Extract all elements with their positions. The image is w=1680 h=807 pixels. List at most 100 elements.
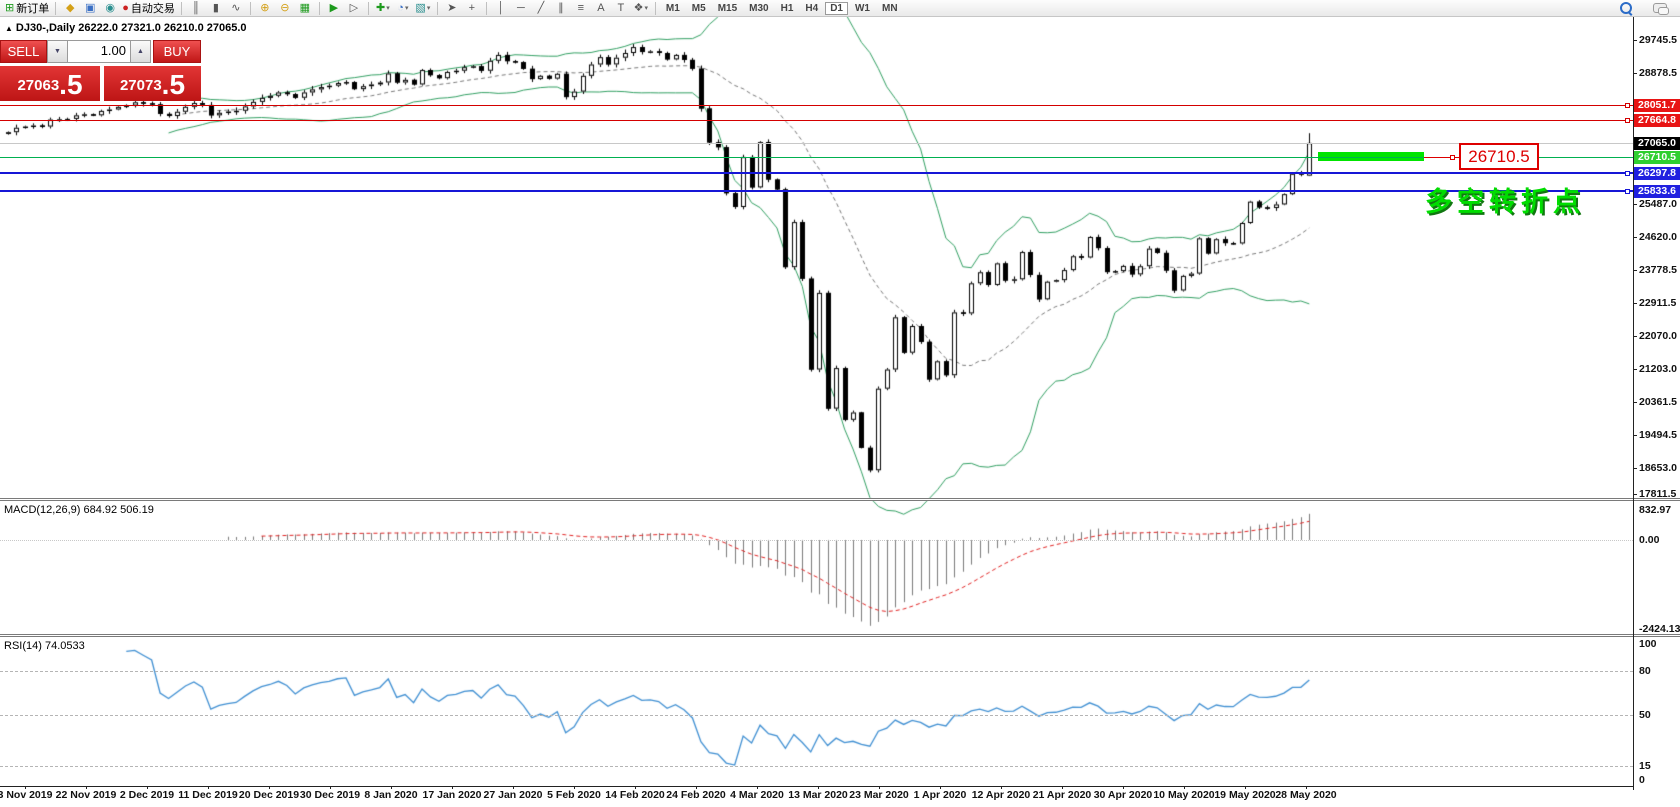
symbol-ohlc-text: DJ30-,Daily 26222.0 27321.0 26210.0 2706… <box>15 22 247 34</box>
tf-m5-button[interactable]: M5 <box>691 2 706 14</box>
auto-scroll-button[interactable]: ▶ <box>324 1 344 16</box>
chart-canvas[interactable] <box>0 17 1680 807</box>
macd-zero-line <box>0 540 1633 541</box>
tile-windows-icon: ▦ <box>299 1 311 14</box>
vline-tool-button[interactable]: │ <box>491 1 511 16</box>
templates-icon: ▧ <box>415 1 426 14</box>
zoom-in-icon: ⊕ <box>260 1 270 14</box>
vertical-line-icon: │ <box>497 1 505 14</box>
macd-axis-min: -2424.13 <box>1639 623 1680 635</box>
text-tool-button[interactable]: A <box>591 1 611 16</box>
candle-chart-button[interactable]: ▮ <box>206 1 226 16</box>
crosshair-button[interactable]: + <box>462 1 482 16</box>
rsi-axis-80: 80 <box>1639 665 1651 677</box>
sell-button[interactable]: SELL <box>0 40 47 63</box>
arrows-tool-button[interactable]: ❖ ▾ <box>631 1 651 16</box>
main-toolbar: ⊞ 新订单 ◆ ▣ ◉ ● 自动交易 ║ ▮ ∿ ⊕ ⊖ ▦ ▶ ▷ ✚ ▾ ◔ ▾… <box>0 0 1680 17</box>
rsi-level-15-line <box>0 766 1633 767</box>
signals-icon: ◉ <box>105 1 116 14</box>
toolbar-separator <box>249 1 251 15</box>
volume-increase-button[interactable]: ▲ <box>130 40 151 63</box>
zoom-out-button[interactable]: ⊖ <box>275 1 295 16</box>
history-center-icon: ◆ <box>65 1 75 14</box>
chart-shift-icon: ▷ <box>349 1 359 14</box>
candle-chart-icon: ▮ <box>212 1 219 14</box>
rsi-level-80-line <box>0 671 1633 672</box>
rsi-axis-15: 15 <box>1639 760 1651 772</box>
buy-price-frac: .5 <box>161 69 186 100</box>
channel-tool-button[interactable]: ∥ <box>551 1 571 16</box>
pane-separator-rsi[interactable] <box>0 634 1680 637</box>
sell-price-frac: .5 <box>59 69 83 100</box>
bar-chart-icon: ║ <box>191 1 200 14</box>
callout-anchor-square <box>1450 155 1455 160</box>
zoom-in-button[interactable]: ⊕ <box>255 1 275 16</box>
line-chart-button[interactable]: ∿ <box>226 1 246 16</box>
label-tool-button[interactable]: T <box>611 1 631 16</box>
tf-h1-button[interactable]: H1 <box>780 2 794 14</box>
fibonacci-tool-button[interactable]: ≡ <box>571 1 591 16</box>
channel-icon: ∥ <box>558 1 564 14</box>
rsi-level-50-line <box>0 715 1633 716</box>
auto-scroll-icon: ▶ <box>329 1 339 14</box>
tile-windows-button[interactable]: ▦ <box>295 1 315 16</box>
pane-separator-macd[interactable] <box>0 498 1680 501</box>
market-icon: ▣ <box>85 1 96 14</box>
trade-panel-row: SELL ▼ 1.00 ▲ BUY <box>0 40 201 63</box>
collapse-icon[interactable]: ▲ <box>5 24 13 33</box>
buy-button[interactable]: BUY <box>153 40 201 63</box>
tf-w1-button[interactable]: W1 <box>854 2 870 14</box>
macd-axis-max: 832.97 <box>1639 504 1672 516</box>
trendline-tool-button[interactable]: ╱ <box>531 1 551 16</box>
rsi-label: RSI(14) 74.0533 <box>4 640 85 652</box>
arrows-icon: ❖ <box>633 1 644 14</box>
cursor-icon: ➤ <box>447 1 457 14</box>
dropdown-caret-icon: ▾ <box>644 5 649 12</box>
periods-icon: ◔ <box>397 1 404 14</box>
hline-tool-button[interactable]: ─ <box>511 1 531 16</box>
toolbar-separator <box>436 1 438 15</box>
tf-m30-button[interactable]: M30 <box>749 2 769 14</box>
crosshair-icon: + <box>468 1 476 14</box>
tf-h4-button[interactable]: H4 <box>805 2 819 14</box>
toolbar-separator <box>318 1 320 15</box>
tf-d1-button[interactable]: D1 <box>825 1 848 15</box>
rsi-axis-100: 100 <box>1639 638 1657 650</box>
volume-input[interactable]: 1.00 <box>68 40 130 63</box>
chat-icon <box>1653 3 1669 15</box>
chart-shift-button[interactable]: ▷ <box>344 1 364 16</box>
trendline-icon: ╱ <box>537 1 545 14</box>
indicators-icon: ✚ <box>376 1 386 14</box>
price-callout-label[interactable]: 26710.5 <box>1459 143 1539 170</box>
dropdown-caret-icon: ▾ <box>426 5 431 12</box>
autotrade-button[interactable]: ● 自动交易 <box>120 1 177 16</box>
templates-button[interactable]: ▧ ▾ <box>413 1 433 16</box>
tf-m1-button[interactable]: M1 <box>665 2 680 14</box>
autotrade-icon: ● <box>122 1 129 14</box>
cn-annotation-text[interactable]: 多空转折点 <box>1425 187 1585 217</box>
market-button[interactable]: ▣ <box>80 1 100 16</box>
cursor-button[interactable]: ➤ <box>442 1 462 16</box>
time-axis-line <box>0 786 1634 787</box>
tf-m15-button[interactable]: M15 <box>717 2 738 14</box>
zoom-out-icon: ⊖ <box>280 1 290 14</box>
buy-price-tile[interactable]: 27073.5 <box>104 65 201 101</box>
toolbar-separator <box>367 1 369 15</box>
periods-button[interactable]: ◔ ▾ <box>393 1 413 16</box>
volume-decrease-button[interactable]: ▼ <box>47 40 68 63</box>
macd-axis-zero: 0.00 <box>1639 534 1660 546</box>
tf-mn-button[interactable]: MN <box>881 2 898 14</box>
chat-button[interactable] <box>1650 1 1670 16</box>
bar-chart-button[interactable]: ║ <box>186 1 206 16</box>
sell-price-tile[interactable]: 27063.5 <box>0 65 100 101</box>
price-axis-line <box>1633 17 1634 790</box>
rsi-axis-0: 0 <box>1639 774 1645 786</box>
new-order-button[interactable]: ⊞ 新订单 <box>3 1 51 16</box>
search-button[interactable] <box>1616 1 1636 16</box>
indicators-button[interactable]: ✚ ▾ <box>373 1 393 16</box>
toolbar-separator <box>180 1 182 15</box>
new-order-icon: ⊞ <box>5 1 15 14</box>
history-center-button[interactable]: ◆ <box>60 1 80 16</box>
autotrade-label: 自动交易 <box>130 3 175 15</box>
signals-button[interactable]: ◉ <box>100 1 120 16</box>
